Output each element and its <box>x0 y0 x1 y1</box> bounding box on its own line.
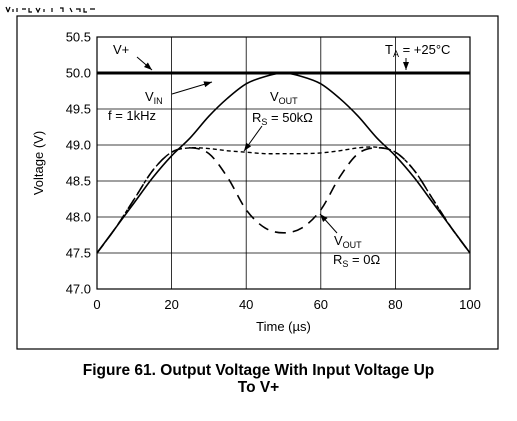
voltage-chart: 0 20 40 60 80 100 47.0 47.5 48.0 48.5 49.0 49.5 50.0… <box>16 15 499 350</box>
y-tick-label: 48.0 <box>66 210 91 225</box>
chart-border <box>16 15 499 350</box>
arrow-vout-50k <box>243 125 263 152</box>
y-tick-label: 50.5 <box>66 30 91 45</box>
arrow-vplus-head <box>143 62 152 70</box>
x-tick-label: 40 <box>239 297 253 312</box>
plot-area-border <box>96 36 471 290</box>
y-tick-label: 49.5 <box>66 102 91 117</box>
series-lines <box>96 71 471 254</box>
arrow-vplus <box>136 56 153 71</box>
x-tick-label: 80 <box>388 297 402 312</box>
x-tick-label: 0 <box>93 297 100 312</box>
y-tick-label: 47.0 <box>66 282 91 297</box>
y-tick-label: 48.5 <box>66 174 91 189</box>
annotation-rs-50k: RS = 50kΩ <box>252 110 313 127</box>
annotation-vin: VIN <box>145 89 163 106</box>
arrow-temperature-head <box>403 62 409 70</box>
annotation-vout-50k: VOUT <box>270 89 298 106</box>
x-tick-label: 60 <box>314 297 328 312</box>
x-axis-label: Time (µs) <box>256 319 311 334</box>
annotation-vout-0: VOUT <box>334 233 362 250</box>
y-tick-label: 47.5 <box>66 246 91 261</box>
annotation-temperature: TA = +25°C <box>385 42 450 59</box>
figure-caption: Figure 61. Output Voltage With Input Vol… <box>0 362 517 396</box>
series-line-4 <box>96 147 471 254</box>
annotation-vplus: V+ <box>113 42 129 57</box>
chart-frame: 0 20 40 60 80 100 47.0 47.5 48.0 48.5 49.0 49.5 50.0… <box>16 15 499 350</box>
arrow-temperature <box>403 58 409 70</box>
annotation-rs-0: RS = 0Ω <box>333 252 380 269</box>
caption-line-2: To V+ <box>237 379 280 396</box>
caption-line-1: Figure 61. Output Voltage With Input Vol… <box>82 362 435 379</box>
y-tick-label: 50.0 <box>66 66 91 81</box>
arrow-vin <box>171 81 213 95</box>
top-text-fragment <box>0 0 517 14</box>
arrow-vout-0 <box>319 213 338 234</box>
annotation-frequency: f = 1kHz <box>108 108 156 123</box>
arrow-vin-head <box>203 81 212 88</box>
arrow-vout-0-head <box>320 214 328 222</box>
y-axis-label: Voltage (V) <box>31 131 46 195</box>
series-line-3 <box>96 146 471 254</box>
series-line-2 <box>96 72 471 254</box>
arrow-vout-50k-head <box>244 142 252 151</box>
tick-labels: 0 20 40 60 80 100 47.0 47.5 48.0 48.5 49.0 49.5 50.0… <box>66 30 481 313</box>
annotations: V+ TA = +25°C VIN f = 1kHz VOUT RS = 50kΩ VOUT… <box>108 42 450 269</box>
x-tick-label: 20 <box>164 297 178 312</box>
y-tick-label: 49.0 <box>66 138 91 153</box>
x-tick-label: 100 <box>459 297 481 312</box>
grid-lines <box>96 36 471 290</box>
